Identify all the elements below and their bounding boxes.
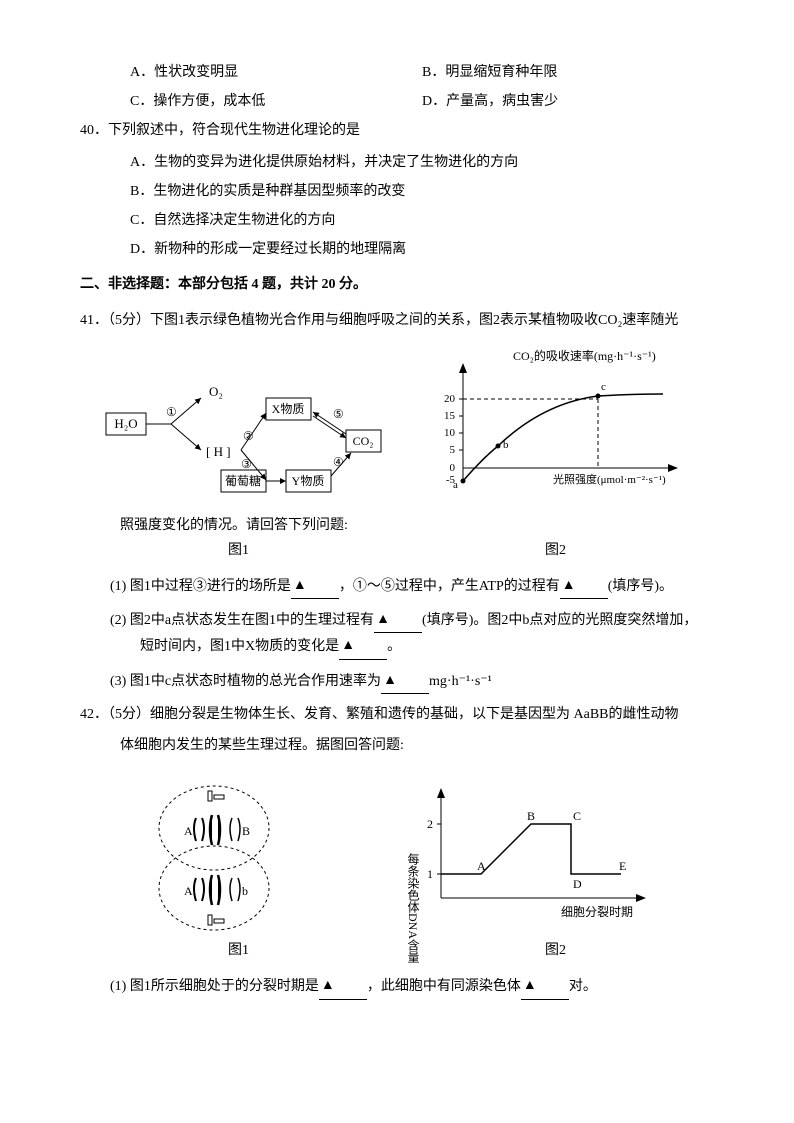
opt-a: A．性状改变明显 [130, 60, 422, 85]
q41-sub1: (1) 图1中过程③进行的场所是▲，①～⑤过程中，产生ATP的过程有▲(填序号)… [110, 573, 714, 599]
svg-text:20: 20 [444, 393, 456, 405]
svg-text:1: 1 [427, 867, 433, 881]
x-label: X物质 [272, 402, 305, 416]
q42-captions: 图1 图2 [80, 938, 714, 963]
q41-captions: 图1 图2 [80, 538, 714, 563]
pt-b: b [503, 439, 509, 451]
circ1: ① [166, 405, 177, 419]
h-label: [ H ] [206, 444, 231, 459]
co2-label: CO₂ [353, 434, 374, 448]
svg-text:5: 5 [450, 444, 456, 456]
pt-c: c [601, 381, 606, 393]
q40-c: C．自然选择决定生物进化的方向 [130, 208, 714, 233]
q41-cap1: 图1 [228, 538, 249, 563]
svg-text:E: E [619, 859, 626, 873]
chart2-xlabel: 细胞分裂时期 [561, 905, 633, 919]
svg-text:C: C [573, 809, 581, 823]
q42-stem2: 体细胞内发生的某些生理过程。据图回答问题: [120, 733, 714, 758]
y-label: Y物质 [292, 474, 325, 488]
svg-text:D: D [573, 877, 582, 891]
q41-sub2: (2) 图2中a点状态发生在图1中的生理过程有▲(填序号)。图2中b点对应的光照… [110, 607, 714, 659]
o2-label: O₂ [209, 384, 223, 399]
circ3: ③ [241, 457, 252, 471]
circ2: ② [243, 429, 254, 443]
q39-options: A．性状改变明显 B．明显缩短育种年限 C．操作方便，成本低 D．产量高，病虫害… [130, 60, 714, 118]
cell-diagram: A B A b [134, 773, 294, 933]
circ5: ⑤ [333, 407, 344, 421]
cell-lab-A1: A [184, 824, 193, 838]
q41-sub3: (3) 图1中c点状态时植物的总光合作用速率为▲mg·h⁻¹·s⁻¹ [110, 668, 714, 694]
svg-text:15: 15 [444, 410, 456, 422]
q42-figures: A B A b 每条染色体DNA含量 1 2 A B C D E 细胞分裂时期 [80, 773, 714, 933]
chart1-title: CO₂的吸收速率(mg·h⁻¹·s⁻¹) [513, 348, 656, 363]
cell-lab-B: B [242, 824, 250, 838]
cell-lab-A2: A [184, 884, 193, 898]
q40-d: D．新物种的形成一定要经过长期的地理隔离 [130, 237, 714, 262]
q40-a: A．生物的变异为进化提供原始材料，并决定了生物进化的方向 [130, 150, 714, 175]
q40-b: B．生物进化的实质是种群基因型频率的改变 [130, 179, 714, 204]
q41-cap2: 图2 [545, 538, 566, 563]
opt-d: D．产量高，病虫害少 [422, 89, 714, 114]
svg-text:10: 10 [444, 427, 456, 439]
q41-stem2: 照强度变化的情况。请回答下列问题: [120, 513, 714, 538]
diagram1-flow: H₂O ① O₂ [ H ] ② X物质 葡萄糖 ③ Y物质 ④ CO₂ ⑤ [101, 358, 381, 498]
q41-figures: H₂O ① O₂ [ H ] ② X物质 葡萄糖 ③ Y物质 ④ CO₂ ⑤ [80, 348, 714, 508]
circ4: ④ [333, 455, 344, 469]
chart1-co2: CO₂的吸收速率(mg·h⁻¹·s⁻¹) -5 0 5 10 15 20 a b… [423, 348, 693, 508]
svg-text:2: 2 [427, 817, 433, 831]
chart1-xlabel: 光照强度(μmol·m⁻²·s⁻¹) [553, 472, 666, 486]
opt-b: B．明显缩短育种年限 [422, 60, 714, 85]
glucose-label: 葡萄糖 [225, 473, 261, 488]
pt-a: a [453, 479, 458, 491]
q40-stem: 40．下列叙述中，符合现代生物进化理论的是 [80, 118, 714, 143]
q42-sub1: (1) 图1所示细胞处于的分裂时期是▲，此细胞中有同源染色体▲对。 [110, 973, 714, 999]
opt-c: C．操作方便，成本低 [130, 89, 422, 114]
q41-stem: 41．（5分）下图1表示绿色植物光合作用与细胞呼吸之间的关系，图2表示某植物吸收… [80, 308, 714, 333]
svg-text:A: A [477, 859, 486, 873]
svg-text:0: 0 [450, 462, 456, 474]
svg-text:B: B [527, 809, 535, 823]
h2o-label: H₂O [114, 416, 137, 431]
chart2-ylabel: 每条染色体DNA含量 [406, 852, 420, 963]
q42-cap2: 图2 [545, 938, 566, 963]
chart2-dna: 每条染色体DNA含量 1 2 A B C D E 细胞分裂时期 [401, 778, 661, 928]
cell-lab-b: b [242, 884, 248, 898]
section2-title: 二、非选择题：本部分包括 4 题，共计 20 分。 [80, 272, 714, 297]
q42-cap1: 图1 [228, 938, 249, 963]
q42-stem: 42．（5分）细胞分裂是生物体生长、发育、繁殖和遗传的基础，以下是基因型为 Aa… [80, 702, 714, 727]
